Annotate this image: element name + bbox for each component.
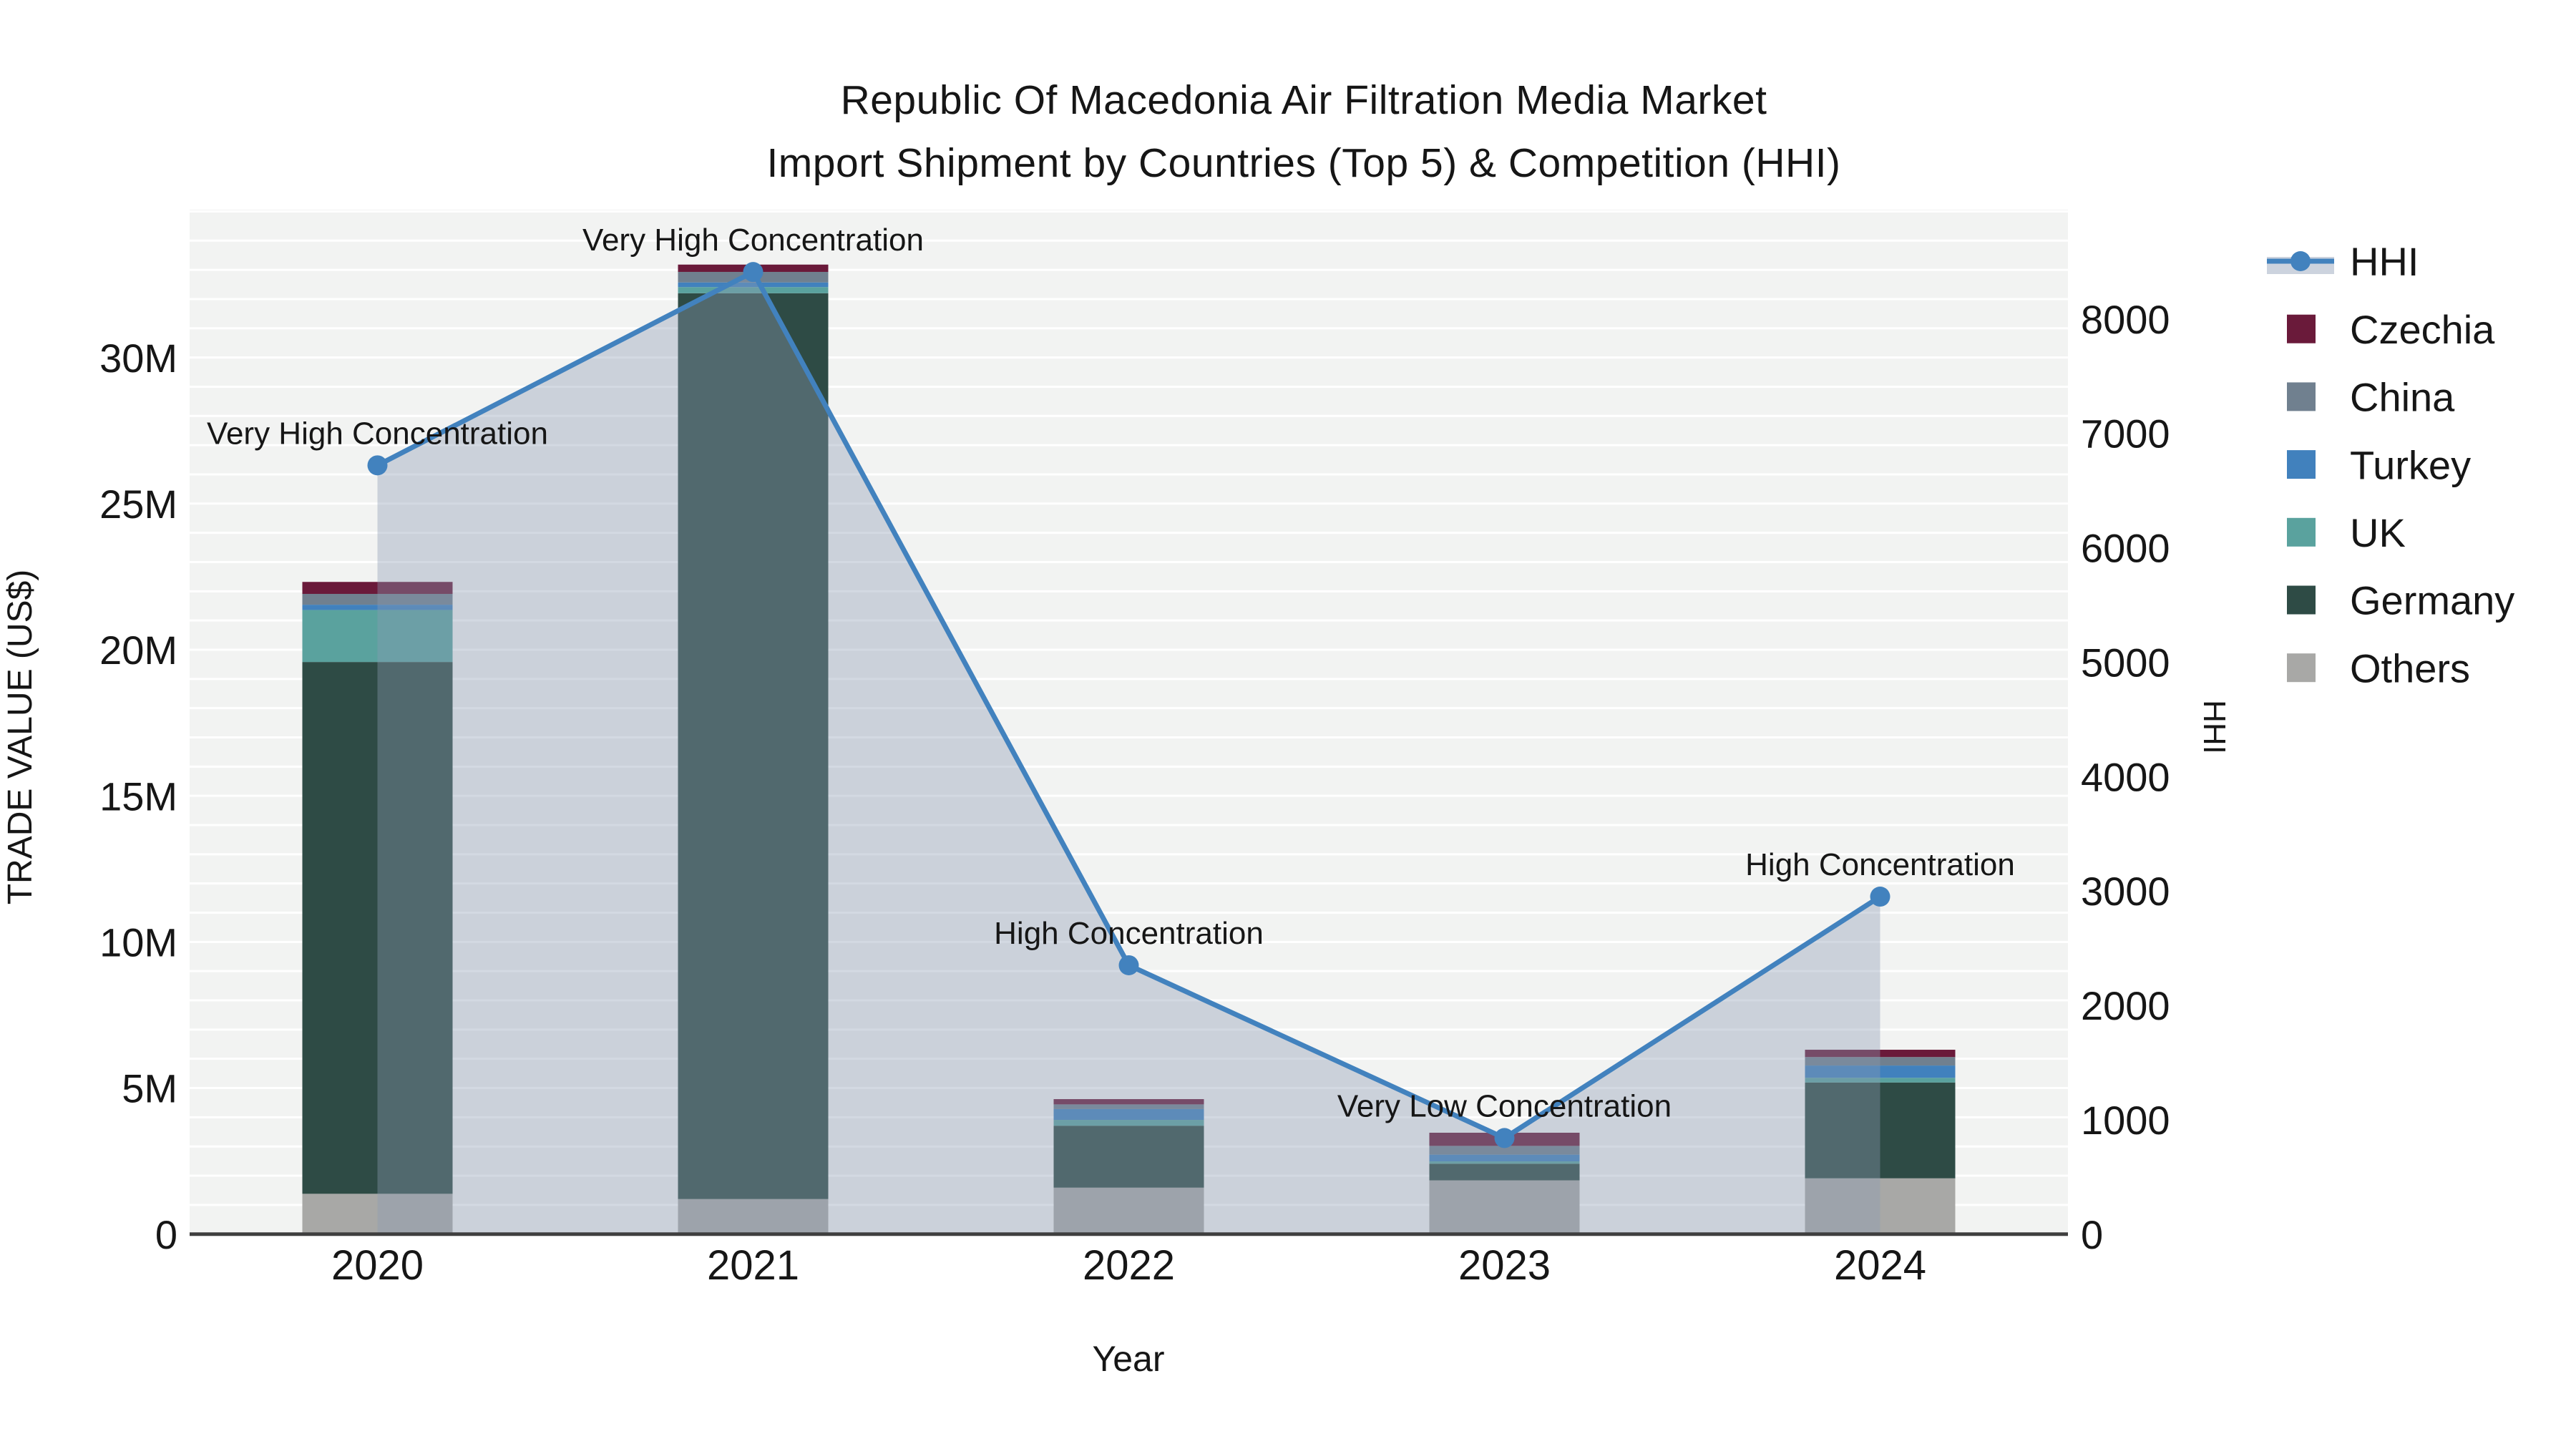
x-tick-2022: 2022: [1083, 1242, 1175, 1289]
legend-entry-china: China: [2287, 375, 2455, 420]
legend-label-china: China: [2350, 375, 2455, 420]
bar-segment-turkey-2024: [1805, 1065, 1956, 1078]
chart-title-line1: Republic Of Macedonia Air Filtration Med…: [840, 77, 1767, 123]
bar-segment-czechia-2024: [1805, 1050, 1956, 1058]
legend-entry-czechia: Czechia: [2287, 307, 2495, 352]
y-right-tick-7000: 7000: [2081, 411, 2170, 457]
legend-entry-hhi: HHI: [2267, 239, 2419, 284]
x-tick-2024: 2024: [1834, 1242, 1926, 1289]
annotation-2024: High Concentration: [1745, 847, 2015, 882]
bar-segment-uk-2021: [678, 287, 829, 293]
legend-hhi-marker-swatch: [2290, 251, 2311, 271]
hhi-marker-2023: [1494, 1128, 1515, 1148]
legend-swatch-czechia: [2287, 314, 2316, 343]
bar-segment-germany-2022: [1053, 1126, 1204, 1188]
legend-swatch-germany: [2287, 585, 2316, 615]
plot-background: [190, 210, 2068, 1234]
legend-label-hhi: HHI: [2350, 239, 2419, 284]
legend-entry-uk: UK: [2287, 510, 2406, 555]
bar-segment-turkey-2022: [1053, 1108, 1204, 1121]
y-left-tick-25M: 25M: [99, 482, 177, 527]
legend-swatch-uk: [2287, 517, 2316, 547]
legend-label-turkey: Turkey: [2350, 442, 2471, 487]
bar-segment-others-2021: [678, 1199, 829, 1234]
hhi-area-fill: [377, 272, 1880, 1234]
bar-segment-germany-2020: [302, 662, 453, 1194]
bar-segment-turkey-2021: [678, 282, 829, 288]
y-left-tick-10M: 10M: [99, 920, 177, 965]
y-left-tick-20M: 20M: [99, 628, 177, 673]
y-right-tick-0: 0: [2081, 1212, 2103, 1257]
legend-swatch-turkey: [2287, 450, 2316, 479]
bar-segment-czechia-2020: [302, 582, 453, 594]
legend-entry-turkey: Turkey: [2287, 442, 2471, 487]
bar-segment-others-2022: [1053, 1187, 1204, 1234]
y-axis-right-title: HHI: [2197, 700, 2232, 754]
hhi-marker-2024: [1870, 887, 1890, 907]
annotation-2020: Very High Concentration: [207, 416, 548, 451]
bar-segment-others-2020: [302, 1194, 453, 1234]
legend-label-germany: Germany: [2350, 578, 2514, 623]
chart-title: Republic Of Macedonia Air Filtration Med…: [0, 69, 2576, 195]
x-tick-2020: 2020: [331, 1242, 424, 1289]
legend-label-czechia: Czechia: [2350, 307, 2495, 352]
y-right-tick-2000: 2000: [2081, 983, 2170, 1028]
annotation-2023: Very Low Concentration: [1337, 1088, 1672, 1123]
bar-segment-others-2024: [1805, 1178, 1956, 1234]
hhi-marker-2022: [1118, 955, 1139, 975]
bar-segment-china-2023: [1429, 1146, 1580, 1155]
y-right-tick-3000: 3000: [2081, 869, 2170, 914]
x-axis-title: Year: [1092, 1339, 1164, 1379]
bar-segment-china-2024: [1805, 1057, 1956, 1066]
bar-segment-china-2022: [1053, 1104, 1204, 1109]
bar-segment-uk-2024: [1805, 1078, 1956, 1083]
annotation-2022: High Concentration: [994, 916, 1264, 951]
x-tick-2023: 2023: [1458, 1242, 1551, 1289]
legend-entry-others: Others: [2287, 645, 2470, 691]
hhi-marker-2021: [743, 262, 763, 283]
y-left-tick-30M: 30M: [99, 336, 177, 381]
bar-segment-turkey-2023: [1429, 1154, 1580, 1162]
y-left-tick-5M: 5M: [122, 1066, 177, 1111]
y-right-tick-8000: 8000: [2081, 297, 2170, 342]
y-right-tick-5000: 5000: [2081, 640, 2170, 685]
y-right-tick-1000: 1000: [2081, 1098, 2170, 1143]
legend-label-others: Others: [2350, 645, 2470, 691]
bar-segment-china-2020: [302, 593, 453, 605]
x-tick-2021: 2021: [707, 1242, 799, 1289]
bar-segment-germany-2024: [1805, 1082, 1956, 1179]
y-left-tick-0: 0: [155, 1212, 177, 1257]
legend-entry-germany: Germany: [2287, 578, 2514, 623]
legend-swatch-others: [2287, 653, 2316, 683]
hhi-marker-2020: [367, 455, 388, 476]
chart-title-line2: Import Shipment by Countries (Top 5) & C…: [766, 140, 1841, 186]
legend-swatch-china: [2287, 382, 2316, 411]
bar-segment-others-2023: [1429, 1180, 1580, 1234]
bar-segment-germany-2023: [1429, 1163, 1580, 1181]
annotation-2021: Very High Concentration: [582, 223, 924, 258]
bar-segment-czechia-2022: [1053, 1099, 1204, 1105]
bar-segment-uk-2020: [302, 610, 453, 663]
bar-segment-uk-2023: [1429, 1161, 1580, 1164]
y-right-tick-6000: 6000: [2081, 526, 2170, 571]
bar-segment-uk-2022: [1053, 1120, 1204, 1126]
y-left-tick-15M: 15M: [99, 774, 177, 819]
y-axis-left-title: TRADE VALUE (US$): [1, 570, 39, 905]
bar-segment-germany-2021: [678, 293, 829, 1199]
y-right-tick-4000: 4000: [2081, 754, 2170, 799]
legend-label-uk: UK: [2350, 510, 2406, 555]
bar-segment-turkey-2020: [302, 605, 453, 610]
